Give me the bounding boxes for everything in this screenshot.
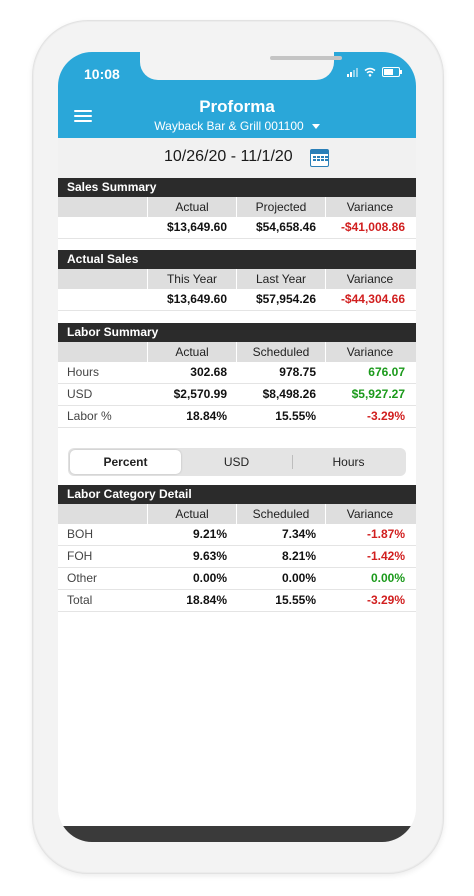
section-title: Labor Summary <box>58 323 416 342</box>
page-title: Proforma <box>199 97 275 116</box>
location-label: Wayback Bar & Grill 001100 <box>154 119 304 133</box>
table-row: Hours 302.68 978.75 676.07 <box>58 362 416 384</box>
hamburger-menu-icon[interactable] <box>74 110 92 122</box>
column-header: Actual <box>147 197 236 217</box>
column-header: Scheduled <box>236 504 325 524</box>
table-cell: 18.84% <box>186 593 227 607</box>
variance-cell: -1.42% <box>366 549 405 563</box>
sales-summary-section: Sales Summary Actual Projected Variance … <box>58 178 416 239</box>
notch-speaker <box>270 56 342 60</box>
table-row: Other 0.00% 0.00% 0.00% <box>58 568 416 590</box>
table-row: $13,649.60 $54,658.46 -$41,008.86 <box>58 217 416 239</box>
variance-cell: 0.00% <box>370 571 405 585</box>
segment-usd-button[interactable]: USD <box>223 455 250 469</box>
table-row: FOH 9.63% 8.21% -1.42% <box>58 546 416 568</box>
row-label <box>58 217 147 238</box>
column-header: Actual <box>147 342 236 362</box>
column-header: Variance <box>325 342 414 362</box>
column-header: Variance <box>325 197 414 217</box>
table-header-row: Actual Projected Variance <box>58 197 416 217</box>
variance-cell: $5,927.27 <box>351 387 405 401</box>
variance-cell: 676.07 <box>368 365 405 379</box>
app-screen: 10:08 Proforma Wayback Bar & Grill 00110… <box>58 52 416 842</box>
actual-sales-section: Actual Sales This Year Last Year Varianc… <box>58 250 416 311</box>
table-cell: $13,649.60 <box>166 292 227 306</box>
row-label: Other <box>67 571 98 585</box>
labor-category-detail-section: Labor Category Detail Actual Scheduled V… <box>58 485 416 612</box>
row-label: BOH <box>67 527 94 541</box>
variance-cell: -3.29% <box>366 409 405 423</box>
table-header-row: Actual Scheduled Variance <box>58 342 416 362</box>
table-cell: 15.55% <box>275 409 316 423</box>
column-header <box>58 269 147 289</box>
table-cell: 978.75 <box>279 365 316 379</box>
table-cell: 18.84% <box>186 409 227 423</box>
column-header: Actual <box>147 504 236 524</box>
calendar-icon[interactable] <box>310 149 329 167</box>
row-label: Labor % <box>67 409 112 423</box>
segment-divider <box>292 455 293 469</box>
row-label: USD <box>67 387 93 401</box>
table-cell: 9.63% <box>192 549 227 563</box>
date-range-label: 10/26/20 - 11/1/20 <box>164 148 293 165</box>
column-header <box>58 342 147 362</box>
date-range-bar: 10/26/20 - 11/1/20 <box>58 138 416 178</box>
variance-cell: -$41,008.86 <box>340 220 405 234</box>
unit-segmented-control: Percent USD Hours <box>68 448 406 476</box>
table-row: Labor % 18.84% 15.55% -3.29% <box>58 406 416 428</box>
location-selector[interactable]: Wayback Bar & Grill 001100 <box>58 119 416 133</box>
table-row: Total 18.84% 15.55% -3.29% <box>58 590 416 612</box>
column-header: Projected <box>236 197 325 217</box>
status-time: 10:08 <box>84 66 120 82</box>
column-header: Scheduled <box>236 342 325 362</box>
table-cell: $8,498.26 <box>262 387 316 401</box>
signal-icon <box>347 67 358 77</box>
status-icons <box>347 67 402 77</box>
table-cell: 9.21% <box>192 527 227 541</box>
labor-summary-section: Labor Summary Actual Scheduled Variance … <box>58 323 416 428</box>
column-header: Variance <box>325 504 414 524</box>
table-cell: 15.55% <box>275 593 316 607</box>
table-cell: 302.68 <box>190 365 227 379</box>
row-label <box>58 289 147 310</box>
variance-cell: -3.29% <box>366 593 405 607</box>
table-row: USD $2,570.99 $8,498.26 $5,927.27 <box>58 384 416 406</box>
column-header <box>58 197 147 217</box>
variance-cell: -$44,304.66 <box>340 292 405 306</box>
wifi-icon <box>364 67 376 77</box>
screen-notch <box>140 52 342 80</box>
column-header: This Year <box>147 269 236 289</box>
table-row: $13,649.60 $57,954.26 -$44,304.66 <box>58 289 416 311</box>
bottom-bar <box>58 826 416 842</box>
variance-cell: -1.87% <box>366 527 405 541</box>
table-cell: 8.21% <box>281 549 316 563</box>
table-cell: 0.00% <box>281 571 316 585</box>
table-cell: $13,649.60 <box>166 220 227 234</box>
table-cell: $57,954.26 <box>255 292 316 306</box>
column-header: Variance <box>325 269 414 289</box>
row-label: FOH <box>67 549 93 563</box>
section-title: Labor Category Detail <box>58 485 416 504</box>
chevron-down-icon <box>311 124 320 130</box>
section-title: Actual Sales <box>58 250 416 269</box>
battery-icon <box>382 67 402 77</box>
table-cell: 0.00% <box>192 571 227 585</box>
table-cell: 7.34% <box>281 527 316 541</box>
table-header-row: This Year Last Year Variance <box>58 269 416 289</box>
table-cell: $2,570.99 <box>173 387 227 401</box>
table-row: BOH 9.21% 7.34% -1.87% <box>58 524 416 546</box>
column-header <box>58 504 147 524</box>
table-header-row: Actual Scheduled Variance <box>58 504 416 524</box>
segment-hours-button[interactable]: Hours <box>332 455 365 469</box>
row-label: Total <box>67 593 93 607</box>
row-label: Hours <box>67 365 100 379</box>
section-title: Sales Summary <box>58 178 416 197</box>
segment-percent-button[interactable]: Percent <box>70 450 181 474</box>
column-header: Last Year <box>236 269 325 289</box>
app-header: 10:08 Proforma Wayback Bar & Grill 00110… <box>58 52 416 138</box>
table-cell: $54,658.46 <box>255 220 316 234</box>
